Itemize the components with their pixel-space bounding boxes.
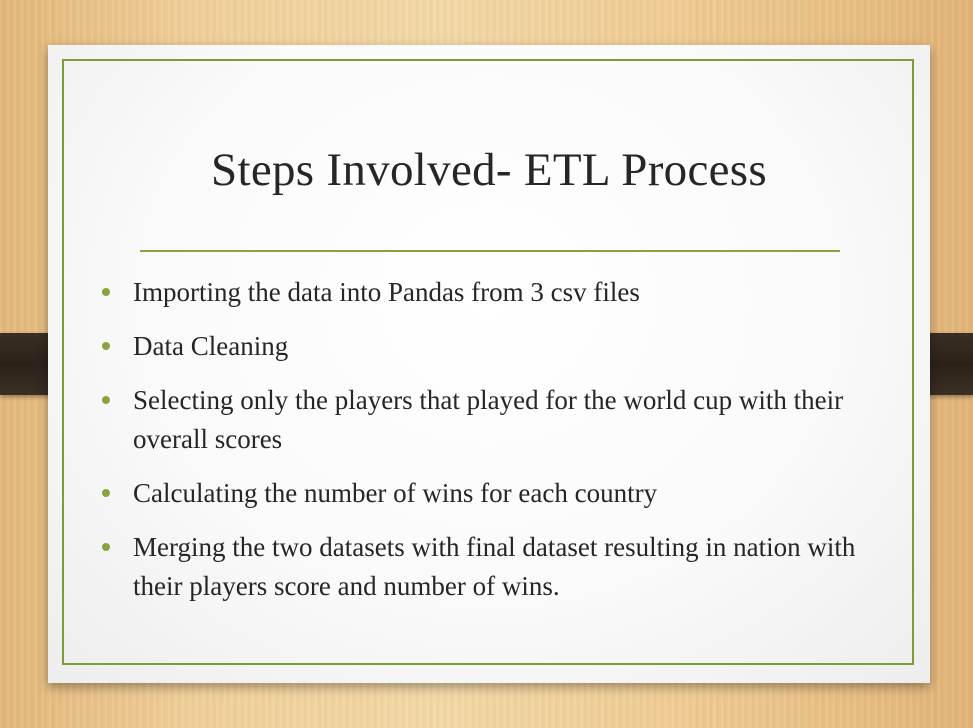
bullet-text: Merging the two datasets with final data… bbox=[133, 532, 856, 601]
slide-border-frame bbox=[62, 59, 914, 665]
bullet-text: Data Cleaning bbox=[133, 331, 289, 361]
bullet-text: Selecting only the players that played f… bbox=[133, 385, 844, 454]
bullet-text: Calculating the number of wins for each … bbox=[133, 478, 658, 508]
slide-title: Steps Involved- ETL Process bbox=[211, 144, 767, 196]
bullet-item: Selecting only the players that played f… bbox=[102, 381, 862, 459]
bullet-item: Calculating the number of wins for each … bbox=[102, 474, 862, 513]
bullet-dot-icon bbox=[102, 342, 110, 350]
bullet-item: Data Cleaning bbox=[102, 327, 862, 366]
bullet-item: Importing the data into Pandas from 3 cs… bbox=[102, 273, 862, 312]
slide: Steps Involved- ETL Process Importing th… bbox=[48, 45, 930, 683]
bullet-item: Merging the two datasets with final data… bbox=[102, 528, 862, 606]
bullet-dot-icon bbox=[102, 288, 110, 296]
bullet-list: Importing the data into Pandas from 3 cs… bbox=[102, 273, 862, 621]
bullet-dot-icon bbox=[102, 396, 110, 404]
title-divider bbox=[140, 250, 840, 252]
bullet-text: Importing the data into Pandas from 3 cs… bbox=[133, 277, 640, 307]
bullet-dot-icon bbox=[102, 489, 110, 497]
bullet-dot-icon bbox=[102, 543, 110, 551]
